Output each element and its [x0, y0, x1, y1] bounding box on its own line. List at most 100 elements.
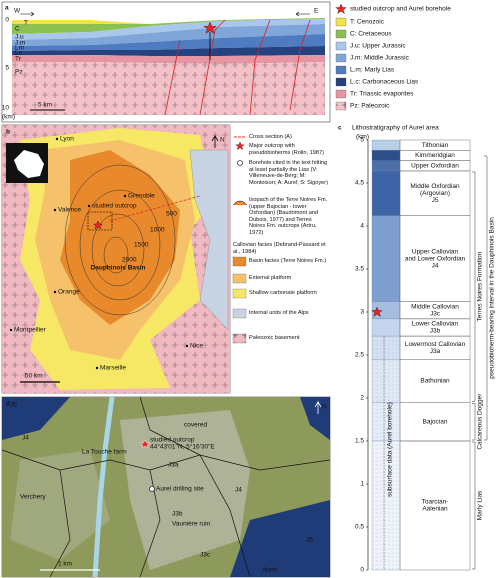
city	[95, 366, 99, 370]
legend-text: Shallow carbonate platform	[249, 290, 317, 296]
group-label: Calcareous Dogger	[477, 393, 484, 450]
bracket	[484, 155, 488, 441]
map-label: studied outcrop	[150, 437, 195, 444]
legend-text: Borehole cited in the text hitting at le…	[249, 160, 328, 186]
shape	[199, 454, 251, 578]
unit-label: J4	[432, 262, 439, 269]
legend-text: Pz: Paleozoic	[350, 103, 390, 110]
fault	[289, 19, 311, 111]
legend-swatch	[335, 29, 347, 39]
legend-text: L.m: Marly Lias	[350, 67, 395, 74]
unit-column	[371, 150, 401, 161]
map-label: Vaunière ruin	[172, 521, 211, 528]
legend-borehole	[237, 160, 243, 166]
place: Lyon	[60, 136, 74, 143]
depth-tick: 0	[5, 17, 9, 24]
layer-label: C	[15, 26, 20, 33]
shape	[2, 397, 70, 440]
paleozoic-pattern	[12, 62, 325, 115]
place: Valence	[58, 207, 81, 214]
east: E	[314, 8, 319, 15]
panel-title: Lithostratigraphy of Aurel area	[352, 125, 439, 132]
legend-text: L.c: Carbonaceous Lias	[350, 79, 419, 86]
legend-swatch	[335, 65, 347, 75]
section-layer	[12, 19, 325, 40]
section-layer	[12, 55, 325, 64]
city	[9, 328, 13, 332]
unit-label: J3a	[430, 348, 441, 355]
isopach-label: 1500	[134, 242, 149, 249]
map-label: Verchery	[20, 494, 46, 501]
place: studied outcrop	[92, 203, 137, 210]
legend-swatch	[335, 53, 347, 63]
city	[55, 137, 59, 141]
place: Orange	[58, 289, 80, 296]
shape	[109, 195, 201, 222]
scale: 5 km	[38, 102, 52, 109]
shape	[91, 213, 145, 287]
map-d	[1, 396, 331, 578]
city	[123, 194, 127, 198]
legend-star	[335, 3, 347, 14]
layer-label: J.u	[15, 34, 24, 41]
city	[53, 208, 57, 212]
legend-text: Basin facies (Terre Noires Fm.)	[249, 258, 327, 264]
bracket	[472, 171, 476, 402]
unit-label: Bathonian	[420, 378, 450, 385]
tick-label: 0.5	[355, 524, 364, 531]
legend-text: Cross section (A)	[249, 134, 292, 140]
shape	[64, 164, 176, 316]
west: W	[14, 8, 21, 15]
city	[53, 290, 57, 294]
tick-label: 1.5	[355, 438, 364, 445]
unit-label: Upper Oxfordian	[411, 163, 459, 170]
depth-tick: 5	[5, 65, 9, 72]
shape	[79, 189, 161, 301]
place: Marseille	[100, 365, 126, 372]
map-label: Aurel drilling site	[156, 486, 204, 493]
shape	[1, 1, 331, 123]
legend-text: T: Cenozoic	[350, 19, 385, 26]
unit-label: and Lower Oxfordian	[405, 255, 466, 262]
legend-text: J.m: Middle Jurassic	[350, 55, 410, 62]
map-label: J5	[306, 537, 313, 544]
legend-swatch	[335, 17, 347, 27]
tick-label: 3.5	[355, 266, 364, 273]
map-b	[2, 125, 230, 393]
shape	[103, 236, 129, 274]
section-layer	[12, 34, 325, 51]
layer-label: Lc	[15, 50, 23, 57]
section-layer	[12, 18, 325, 34]
unit-label: Bajocian	[423, 418, 448, 425]
legend-swatch	[232, 256, 247, 267]
layer-label: J.m	[15, 40, 25, 47]
map-label: La Touche farm	[82, 449, 127, 456]
unit-texture	[372, 359, 400, 403]
section-layer	[12, 24, 325, 46]
tick-label: 1	[360, 481, 364, 488]
shape	[64, 164, 176, 316]
north: N	[322, 404, 327, 411]
unit-column	[371, 160, 401, 172]
layer-label: Lm	[15, 45, 24, 52]
scale: 50 km	[25, 373, 43, 380]
bracket	[472, 403, 476, 441]
unit-label: Middle Oxfordian	[410, 183, 460, 190]
shape	[149, 486, 155, 492]
isopach-label: 1000	[150, 227, 165, 234]
shape	[314, 400, 322, 414]
map-label: J3a	[168, 462, 179, 469]
map-label: Aurel	[262, 567, 278, 574]
unit-label: J3c	[430, 310, 441, 317]
map-label: J3c	[200, 552, 211, 559]
fault	[249, 19, 271, 116]
legend-text: Paleozoic basement	[249, 335, 300, 341]
unit-label: Toarcian-	[422, 499, 449, 506]
legend-swatch	[335, 77, 347, 87]
basin-name: Dauphinois Basin	[91, 265, 146, 272]
map-label: J3b	[172, 511, 183, 518]
map-label: J5	[10, 402, 17, 409]
tick-label: 4	[360, 223, 364, 230]
shape	[230, 500, 330, 577]
